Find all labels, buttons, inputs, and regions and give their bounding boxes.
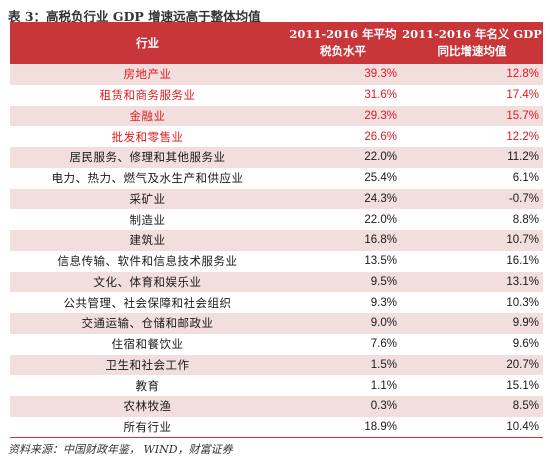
industry-cell: 房地产业 [10, 64, 285, 85]
gdp-growth-cell: 10.3% [401, 292, 543, 313]
tax-burden-cell: 1.1% [285, 375, 401, 396]
tax-burden-cell: 29.3% [285, 105, 401, 127]
header-gdp-growth: 2011-2016 年名义 GDP 同比增速均值 [401, 22, 543, 64]
industry-cell: 批发和零售业 [10, 126, 285, 147]
gdp-growth-cell: 20.7% [401, 354, 543, 376]
source-note: 资料来源：中国财政年鉴， WIND，财富证券 [8, 443, 233, 456]
table-row: 公共管理、社会保障和社会组织 9.3% 10.3% [10, 292, 543, 313]
tax-burden-cell: 22.0% [285, 147, 401, 168]
tax-burden-cell: 9.0% [285, 313, 401, 334]
header-gdp-line2: 同比增速均值 [437, 44, 507, 58]
gdp-growth-cell: 11.2% [401, 147, 543, 168]
gdp-growth-cell: 6.1% [401, 167, 543, 189]
table-row: 制造业 22.0% 8.8% [10, 209, 543, 230]
table-row: 交通运输、仓储和邮政业 9.0% 9.9% [10, 313, 543, 334]
gdp-growth-cell: 15.7% [401, 105, 543, 127]
table-row: 文化、体育和娱乐业 9.5% 13.1% [10, 271, 543, 293]
table-row: 采矿业 24.3% -0.7% [10, 188, 543, 210]
tax-burden-cell: 18.9% [285, 416, 401, 438]
tax-burden-cell: 0.3% [285, 396, 401, 417]
table-body: 房地产业 39.3% 12.8% 租赁和商务服务业 31.6% 17.4% 金融业 29.3%… [10, 64, 543, 438]
tax-burden-cell: 7.6% [285, 333, 401, 355]
table-row: 住宿和餐饮业 7.6% 9.6% [10, 333, 543, 355]
table-title: 表 3：高税负行业 GDP 增速远高于整体均值 [8, 9, 261, 24]
gdp-growth-cell: 17.4% [401, 84, 543, 106]
industry-cell: 金融业 [10, 105, 285, 127]
table-row: 信息传输、软件和信息技术服务业 13.5% 16.1% [10, 250, 543, 272]
industry-cell: 卫生和社会工作 [10, 354, 285, 376]
header-tax-line1: 2011-2016 年平均 [289, 27, 397, 41]
industry-cell: 教育 [10, 375, 285, 396]
table-header-row: 行业 2011-2016 年平均 税负水平 2011-2016 年名义 GDP … [10, 22, 543, 64]
table-row: 电力、热力、燃气及水生产和供应业 25.4% 6.1% [10, 167, 543, 189]
table-row: 租赁和商务服务业 31.6% 17.4% [10, 84, 543, 106]
tax-burden-cell: 31.6% [285, 84, 401, 106]
tax-burden-cell: 24.3% [285, 188, 401, 210]
table-row: 农林牧渔 0.3% 8.5% [10, 396, 543, 417]
gdp-growth-cell: 10.7% [401, 230, 543, 251]
industry-cell: 住宿和餐饮业 [10, 333, 285, 355]
industry-cell: 采矿业 [10, 188, 285, 210]
industry-cell: 所有行业 [10, 416, 285, 438]
gdp-growth-cell: 10.4% [401, 416, 543, 438]
table-row: 居民服务、修理和其他服务业 22.0% 11.2% [10, 147, 543, 168]
tax-burden-cell: 1.5% [285, 354, 401, 376]
gdp-growth-cell: 12.8% [401, 64, 543, 85]
table-row: 建筑业 16.8% 10.7% [10, 230, 543, 251]
gdp-growth-cell: 16.1% [401, 250, 543, 272]
tax-burden-cell: 13.5% [285, 250, 401, 272]
industry-cell: 公共管理、社会保障和社会组织 [10, 292, 285, 313]
industry-cell: 租赁和商务服务业 [10, 84, 285, 106]
table-row: 教育 1.1% 15.1% [10, 375, 543, 396]
header-industry: 行业 [10, 22, 285, 64]
gdp-growth-cell: -0.7% [401, 188, 543, 210]
tax-burden-cell: 39.3% [285, 64, 401, 85]
tax-burden-cell: 16.8% [285, 230, 401, 251]
header-tax-line2: 税负水平 [320, 44, 366, 58]
industry-cell: 制造业 [10, 209, 285, 230]
gdp-growth-cell: 12.2% [401, 126, 543, 147]
table-row: 金融业 29.3% 15.7% [10, 105, 543, 127]
industry-cell: 居民服务、修理和其他服务业 [10, 147, 285, 168]
gdp-growth-cell: 8.5% [401, 396, 543, 417]
industry-cell: 农林牧渔 [10, 396, 285, 417]
tax-burden-cell: 9.5% [285, 271, 401, 293]
industry-cell: 文化、体育和娱乐业 [10, 271, 285, 293]
gdp-growth-cell: 13.1% [401, 271, 543, 293]
gdp-growth-cell: 15.1% [401, 375, 543, 396]
industry-cell: 信息传输、软件和信息技术服务业 [10, 250, 285, 272]
gdp-growth-cell: 9.9% [401, 313, 543, 334]
tax-burden-cell: 9.3% [285, 292, 401, 313]
header-gdp-line1: 2011-2016 年名义 GDP [402, 27, 542, 41]
table-row: 批发和零售业 26.6% 12.2% [10, 126, 543, 147]
table-row: 卫生和社会工作 1.5% 20.7% [10, 354, 543, 376]
tax-burden-cell: 22.0% [285, 209, 401, 230]
header-tax-burden: 2011-2016 年平均 税负水平 [285, 22, 401, 64]
tax-burden-cell: 26.6% [285, 126, 401, 147]
gdp-growth-cell: 9.6% [401, 333, 543, 355]
tax-burden-cell: 25.4% [285, 167, 401, 189]
table-row: 房地产业 39.3% 12.8% [10, 64, 543, 85]
table-row: 所有行业 18.9% 10.4% [10, 416, 543, 438]
industry-cell: 交通运输、仓储和邮政业 [10, 313, 285, 334]
industry-tax-table: 行业 2011-2016 年平均 税负水平 2011-2016 年名义 GDP … [10, 22, 543, 438]
gdp-growth-cell: 8.8% [401, 209, 543, 230]
industry-cell: 建筑业 [10, 230, 285, 251]
industry-cell: 电力、热力、燃气及水生产和供应业 [10, 167, 285, 189]
